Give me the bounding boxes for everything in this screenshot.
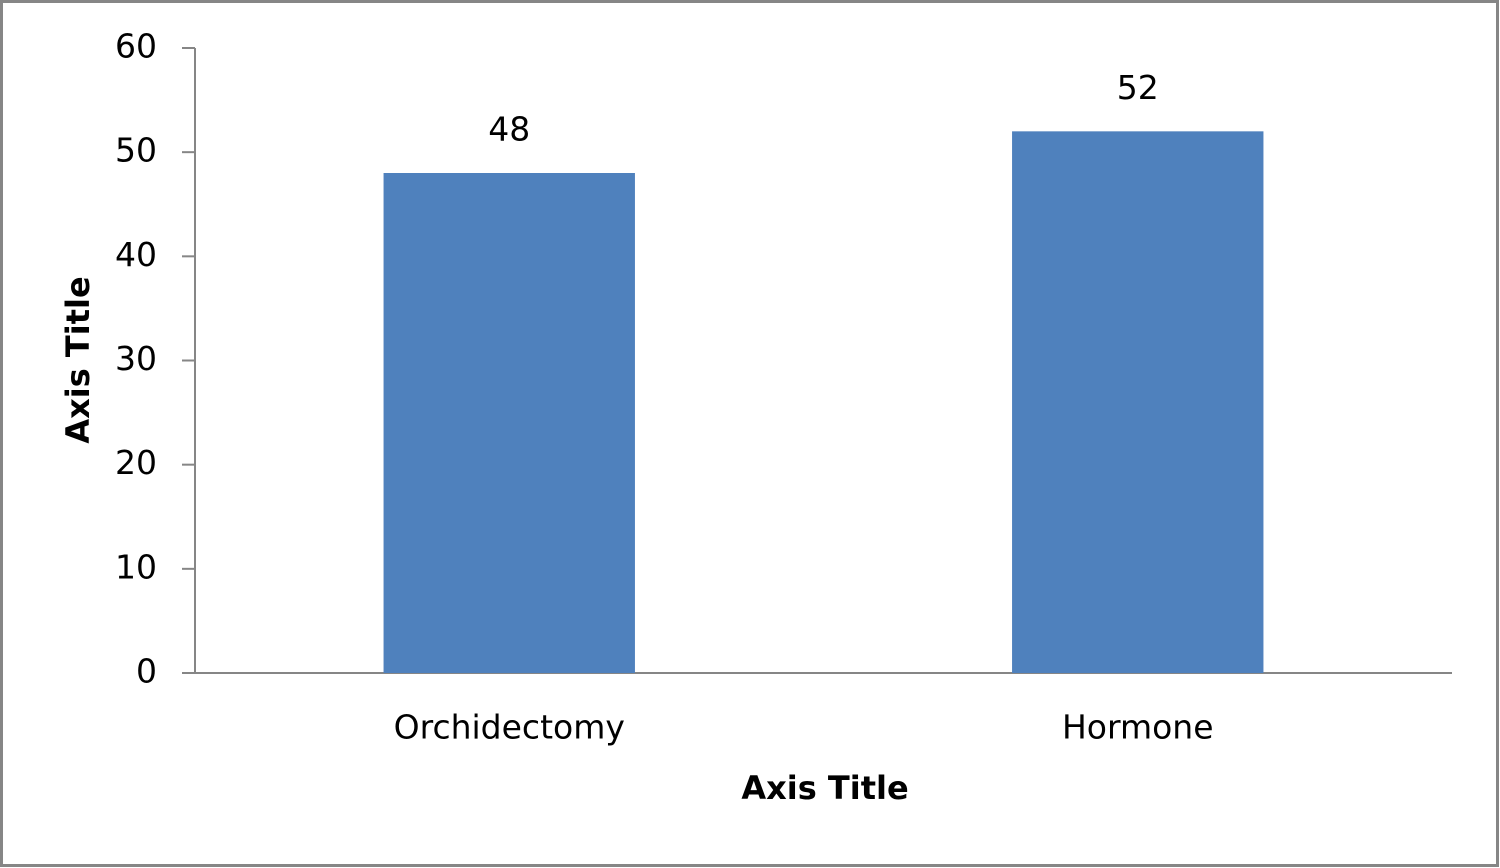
y-axis-title: Axis Title [59, 276, 97, 443]
data-label: 52 [1117, 68, 1159, 107]
y-tick-label: 10 [115, 547, 157, 586]
bar [383, 173, 635, 673]
y-tick-label: 60 [115, 27, 157, 66]
bar [1012, 131, 1264, 674]
x-tick-label: Orchidectomy [394, 708, 625, 747]
y-tick-label: 50 [115, 131, 157, 170]
y-tick-label: 40 [115, 235, 157, 274]
x-axis-title: Axis Title [741, 769, 908, 807]
y-tick-label: 30 [115, 339, 157, 378]
data-label: 48 [488, 110, 530, 149]
y-tick-label: 0 [136, 652, 157, 691]
x-tick-label: Hormone [1062, 708, 1214, 747]
y-tick-label: 20 [115, 443, 157, 482]
